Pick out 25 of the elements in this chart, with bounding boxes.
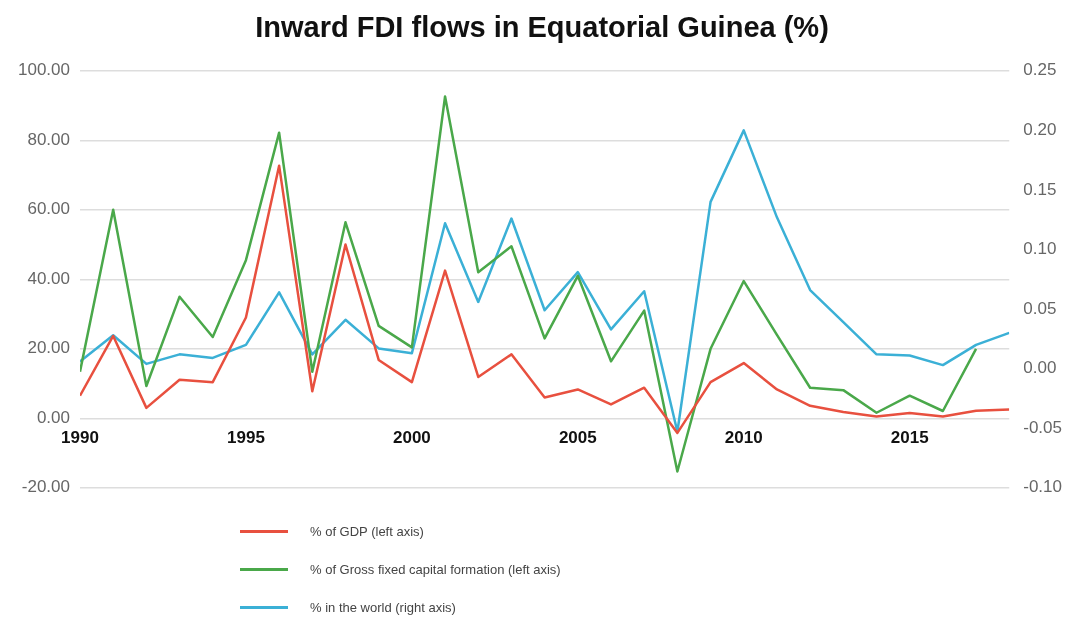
legend-label: % of Gross fixed capital formation (left axis) — [310, 561, 561, 577]
chart-title: Inward FDI flows in Equatorial Guinea (%) — [255, 11, 829, 44]
y-tick-label: 0.00 — [36, 407, 70, 427]
legend-label: % in the world (right axis) — [310, 599, 456, 615]
y2-tick-label: -0.05 — [1023, 417, 1062, 437]
x-tick-label: 2010 — [724, 428, 763, 448]
y2-tick-label: 0.20 — [1023, 120, 1057, 140]
y2-tick-label: -0.10 — [1023, 477, 1062, 497]
y-tick-label: -20.00 — [21, 477, 70, 497]
y-tick-label: 100.00 — [18, 60, 70, 80]
legend-label: % of GDP (left axis) — [310, 523, 424, 539]
y-tick-label: 80.00 — [27, 129, 70, 149]
y-tick-label: 20.00 — [27, 338, 70, 358]
x-tick-label: 1995 — [227, 428, 265, 448]
y-tick-label: 40.00 — [27, 268, 70, 288]
y2-tick-label: 0.10 — [1023, 239, 1057, 259]
x-tick-label: 2000 — [392, 428, 431, 448]
y2-tick-label: 0.15 — [1023, 179, 1057, 199]
y2-tick-label: 0.25 — [1023, 60, 1057, 80]
x-tick-label: 1990 — [61, 428, 99, 448]
y2-tick-label: 0.00 — [1023, 358, 1057, 378]
y2-tick-label: 0.05 — [1023, 298, 1057, 318]
x-tick-label: 2005 — [558, 428, 597, 448]
y-tick-label: 60.00 — [27, 199, 70, 219]
x-tick-label: 2015 — [890, 428, 929, 448]
